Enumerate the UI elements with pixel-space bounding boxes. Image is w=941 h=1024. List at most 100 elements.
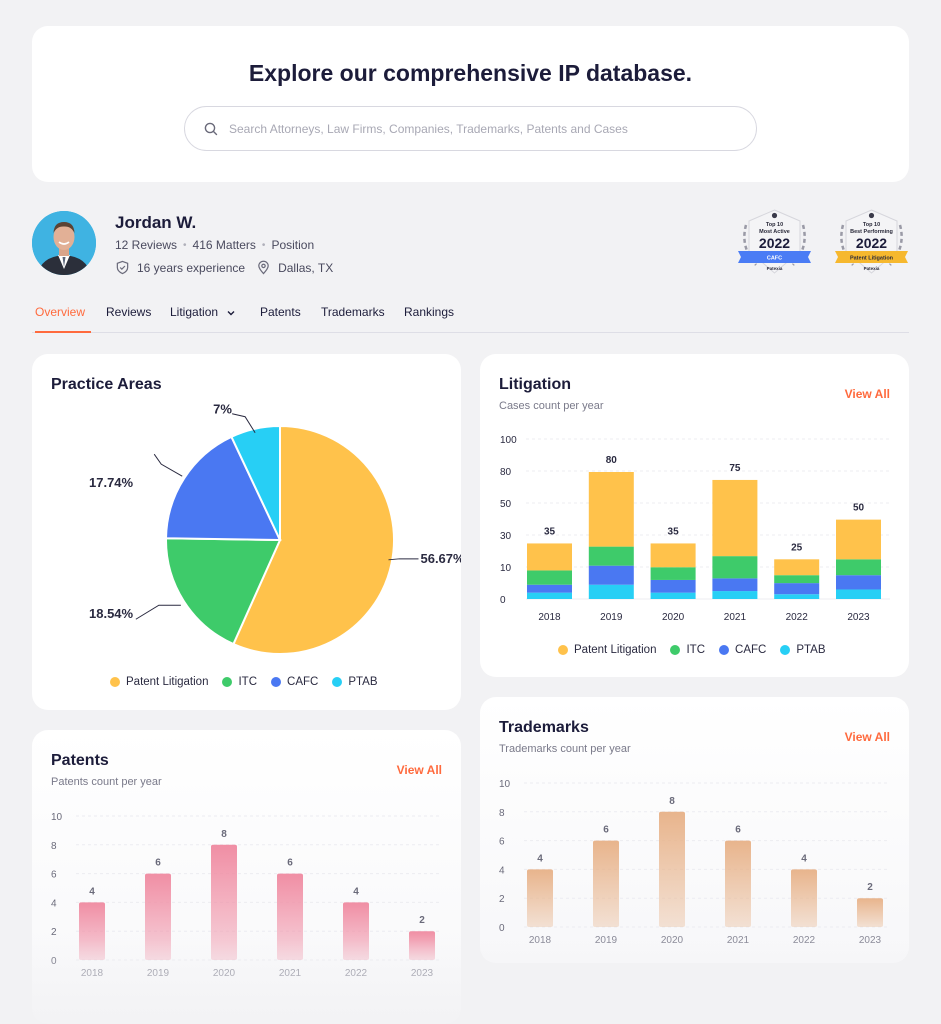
tab-patents[interactable]: Patents bbox=[260, 305, 301, 319]
bar-segment-itc[interactable] bbox=[650, 567, 696, 580]
bar-segment-itc[interactable] bbox=[527, 570, 572, 585]
search-hero: Explore our comprehensive IP database. bbox=[32, 26, 909, 182]
bar-value-label: 2 bbox=[867, 882, 873, 893]
x-tick-label: 2019 bbox=[600, 612, 623, 623]
slice-patent-litigation[interactable] bbox=[232, 424, 395, 654]
bar-segment-patent-litigation[interactable] bbox=[588, 472, 634, 547]
y-tick-label: 2 bbox=[51, 927, 57, 938]
legend-item: Patent Litigation bbox=[558, 644, 656, 656]
y-tick-label: 6 bbox=[499, 837, 505, 848]
bar-value-label: 4 bbox=[89, 886, 95, 897]
search-bar[interactable] bbox=[184, 106, 757, 151]
bar-segment-itc[interactable] bbox=[774, 575, 820, 584]
bar-segment-patent-litigation[interactable] bbox=[527, 543, 572, 571]
bar-segment-patent-litigation[interactable] bbox=[836, 519, 881, 560]
bar-value-label: 6 bbox=[603, 825, 609, 836]
experience-text: 16 years experience bbox=[137, 260, 246, 275]
bar-segment-patent-litigation[interactable] bbox=[650, 543, 696, 568]
pie-leader-line bbox=[135, 604, 181, 620]
slice-cafc[interactable] bbox=[164, 435, 282, 542]
slice-itc[interactable] bbox=[165, 537, 282, 646]
avatar bbox=[32, 211, 96, 275]
bar-segment-ptab[interactable] bbox=[836, 589, 881, 599]
bar[interactable] bbox=[527, 869, 553, 927]
bar-segment-cafc[interactable] bbox=[712, 578, 758, 592]
bar-segment-cafc[interactable] bbox=[527, 584, 572, 593]
bar-segment-cafc[interactable] bbox=[774, 583, 820, 595]
tab-overview[interactable]: Overview bbox=[35, 305, 86, 319]
litigation-card: Litigation Cases count per year View All… bbox=[480, 354, 909, 677]
pie-value-label: 17.74% bbox=[89, 475, 134, 490]
badge-brand: Patexia bbox=[767, 266, 783, 271]
bar-segment-cafc[interactable] bbox=[836, 575, 881, 590]
legend-item: PTAB bbox=[780, 644, 826, 656]
bar[interactable] bbox=[725, 840, 751, 927]
litigation-view-all-link[interactable]: View All bbox=[844, 387, 890, 401]
badge-ribbon: CAFC bbox=[767, 256, 782, 262]
y-tick-label: 0 bbox=[499, 923, 505, 934]
legend-item: PTAB bbox=[332, 676, 378, 688]
litigation-subtitle: Cases count per year bbox=[499, 400, 604, 412]
search-input[interactable] bbox=[229, 107, 729, 150]
award-badges: Top 10 Most Active 2022 CAFC Patexia Top… bbox=[736, 207, 910, 277]
bar[interactable] bbox=[343, 902, 369, 960]
trademarks-view-all-link[interactable]: View All bbox=[844, 730, 890, 744]
y-tick-label: 100 bbox=[500, 435, 517, 446]
y-tick-label: 80 bbox=[500, 467, 512, 478]
legend-swatch bbox=[558, 645, 568, 655]
matters-count[interactable]: 416 Matters bbox=[192, 238, 256, 252]
bar[interactable] bbox=[791, 869, 817, 927]
legend-swatch bbox=[222, 677, 233, 687]
x-tick-label: 2018 bbox=[538, 612, 561, 623]
bar-segment-ptab[interactable] bbox=[712, 591, 758, 599]
x-tick-label: 2021 bbox=[724, 612, 747, 623]
profile-tabs: Overview Reviews Litigation Patents Trad… bbox=[32, 295, 909, 333]
patents-view-all-link[interactable]: View All bbox=[396, 763, 442, 777]
legend-swatch bbox=[332, 677, 343, 687]
x-tick-label: 2023 bbox=[859, 935, 882, 946]
bar-segment-ptab[interactable] bbox=[650, 592, 696, 599]
bar-segment-ptab[interactable] bbox=[527, 592, 572, 599]
litigation-title: Litigation bbox=[499, 376, 571, 393]
tab-litigation[interactable]: Litigation bbox=[170, 305, 236, 319]
y-tick-label: 4 bbox=[51, 898, 57, 909]
practice-pie-chart: 56.67% 18.54% 17.74% 7% bbox=[89, 402, 461, 654]
tab-reviews[interactable]: Reviews bbox=[106, 305, 152, 319]
reviews-count[interactable]: 12 Reviews bbox=[115, 238, 178, 252]
patents-title: Patents bbox=[51, 752, 109, 769]
bar[interactable] bbox=[145, 873, 171, 960]
legend-label: CAFC bbox=[287, 676, 319, 688]
litigation-legend: Patent Litigation ITC CAFC PTAB bbox=[558, 644, 826, 656]
award-badge: Top 10 Best Performing 2022 Patent Litig… bbox=[835, 209, 908, 274]
profile-details: 16 years experience Dallas, TX bbox=[115, 260, 333, 275]
badge-ribbon: Patent Litigation bbox=[850, 256, 894, 262]
bar-segment-patent-litigation[interactable] bbox=[774, 559, 820, 576]
legend-label: Patent Litigation bbox=[574, 644, 657, 656]
bar-segment-cafc[interactable] bbox=[588, 565, 634, 585]
bar-segment-itc[interactable] bbox=[588, 546, 634, 566]
bar[interactable] bbox=[211, 844, 237, 960]
bar-segment-ptab[interactable] bbox=[774, 594, 820, 599]
bar-segment-cafc[interactable] bbox=[650, 579, 696, 593]
bar-segment-patent-litigation[interactable] bbox=[712, 479, 758, 557]
bar[interactable] bbox=[409, 931, 435, 960]
bar[interactable] bbox=[659, 811, 685, 927]
legend-item: Patent Litigation bbox=[110, 676, 208, 688]
slice-ptab[interactable] bbox=[230, 424, 281, 541]
bar-value-label: 8 bbox=[221, 829, 227, 840]
bar[interactable] bbox=[277, 873, 303, 960]
badge-line: Best Performing bbox=[850, 229, 893, 235]
badge-year: 2022 bbox=[759, 235, 790, 251]
bar-segment-itc[interactable] bbox=[712, 556, 758, 579]
bar[interactable] bbox=[593, 840, 619, 927]
bar-segment-ptab[interactable] bbox=[588, 584, 634, 599]
legend-label: PTAB bbox=[796, 644, 826, 656]
bar[interactable] bbox=[79, 902, 105, 960]
profile-stats: 12 Reviews • 416 Matters • Position bbox=[115, 238, 314, 252]
bar-segment-itc[interactable] bbox=[836, 559, 881, 576]
bar[interactable] bbox=[857, 898, 883, 927]
tab-rankings[interactable]: Rankings bbox=[404, 305, 455, 319]
bar-total-label: 35 bbox=[668, 526, 680, 537]
bar-value-label: 2 bbox=[419, 915, 425, 926]
tab-trademarks[interactable]: Trademarks bbox=[321, 305, 385, 319]
